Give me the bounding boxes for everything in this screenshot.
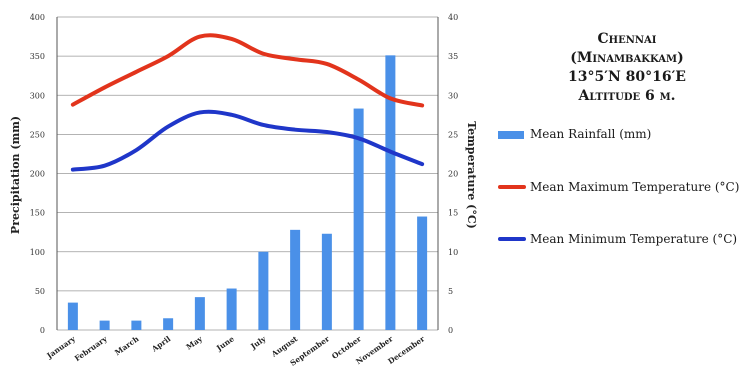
month-label-december: December — [386, 334, 427, 366]
left-tick-label: 0 — [40, 326, 45, 335]
right-tick-label: 25 — [448, 130, 458, 139]
title-line-city: Chennai — [597, 31, 657, 47]
left-tick-label: 400 — [30, 13, 45, 22]
max-temperature-line — [70, 33, 425, 108]
legend-swatch-min-temp — [498, 237, 526, 241]
rainfall-bar-september — [321, 233, 332, 330]
left-tick-label: 300 — [30, 91, 45, 100]
month-label-may: May — [184, 334, 204, 352]
temperature-lines — [70, 33, 425, 172]
right-tick-label: 0 — [448, 326, 453, 335]
left-tick-label: 100 — [30, 248, 45, 257]
left-tick-labels: 0 50 100 150 200 250 300 350 400 — [30, 13, 45, 335]
rainfall-bar-june — [226, 288, 237, 330]
month-label-march: March — [113, 334, 141, 357]
left-axis-title: Precipitation (mm) — [9, 116, 22, 234]
rainfall-bar-january — [67, 302, 78, 330]
right-axis-title: Temperature (°C) — [465, 121, 478, 229]
axes — [56, 17, 439, 330]
month-label-july: July — [248, 334, 268, 352]
rainfall-bar-november — [385, 55, 396, 330]
left-tick-label: 250 — [30, 130, 45, 139]
left-tick-label: 200 — [30, 170, 45, 179]
left-tick-label: 150 — [30, 209, 45, 218]
legend-label-min-temp: Mean Minimum Temperature (°C) — [530, 232, 738, 246]
right-tick-label: 15 — [448, 209, 458, 218]
rainfall-bars — [67, 55, 428, 331]
left-tick-label: 350 — [30, 52, 45, 61]
right-tick-label: 35 — [448, 52, 458, 61]
rainfall-bar-march — [131, 320, 142, 330]
right-tick-label: 5 — [448, 287, 453, 296]
legend-item-max-temp: Mean Maximum Temperature (°C) — [498, 180, 745, 212]
legend-swatch-max-temp — [498, 185, 526, 189]
title-line-altitude: Altitude 6 m. — [578, 88, 676, 104]
legend-item-min-temp: Mean Minimum Temperature (°C) — [498, 232, 745, 264]
rainfall-bar-july — [258, 251, 269, 330]
month-label-april: April — [149, 334, 172, 354]
min-temperature-line — [70, 109, 425, 172]
rainfall-bar-april — [163, 318, 174, 330]
legend-label-max-temp: Mean Maximum Temperature (°C) — [530, 180, 740, 194]
chart-title: Chennai (Minambakkam) 13°5′N 80°16′E Alt… — [512, 30, 742, 106]
right-tick-label: 10 — [448, 248, 458, 257]
title-line-station: (Minambakkam) — [570, 50, 684, 66]
gridlines — [57, 16, 438, 331]
legend-item-rainfall: Mean Rainfall (mm) — [498, 127, 745, 145]
right-tick-label: 40 — [448, 13, 458, 22]
month-label-february: February — [73, 334, 109, 363]
rainfall-bar-february — [99, 320, 110, 330]
rainfall-bar-august — [290, 229, 301, 330]
legend-swatch-rainfall — [498, 131, 524, 139]
right-tick-label: 30 — [448, 91, 458, 100]
legend-label-rainfall: Mean Rainfall (mm) — [530, 127, 652, 141]
right-tick-labels: 0 5 10 15 20 25 30 35 40 — [448, 13, 458, 335]
rainfall-bar-october — [353, 108, 364, 331]
month-label-june: June — [214, 334, 236, 353]
rainfall-bar-may — [194, 297, 205, 330]
rainfall-bar-december — [417, 216, 428, 330]
right-tick-label: 20 — [448, 170, 458, 179]
left-tick-label: 50 — [35, 287, 45, 296]
title-line-coordinates: 13°5′N 80°16′E — [568, 69, 686, 85]
